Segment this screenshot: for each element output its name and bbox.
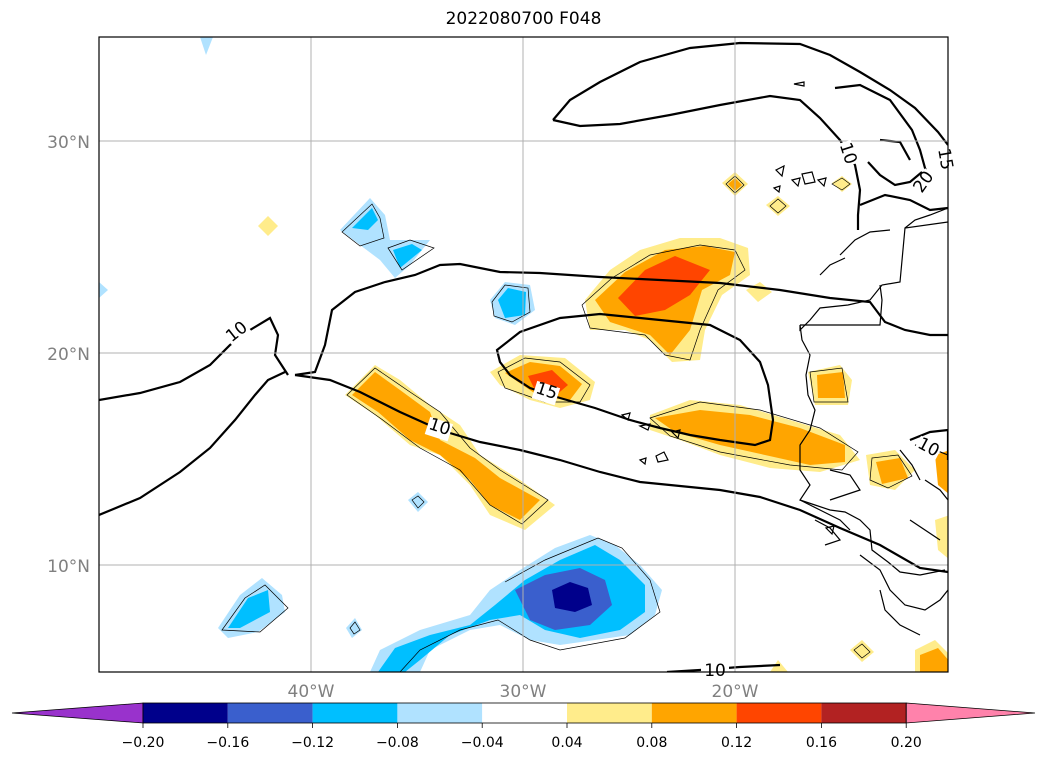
- colorbar-swatch: [312, 703, 398, 723]
- lat-label-30n: 30°N: [47, 133, 90, 153]
- colorbar-extend-min: [11, 702, 144, 724]
- colorbar-swatch: [482, 703, 567, 723]
- colorbar-tick-label: −0.20: [122, 735, 165, 751]
- graticule: [99, 37, 948, 672]
- warm-field: [876, 458, 908, 484]
- colorbar-frame: [142, 702, 907, 724]
- cool-field: [200, 37, 213, 55]
- contour-label: 10: [704, 661, 726, 681]
- contour-label-group: 10 15 10 20 10 10 10 15: [222, 139, 957, 681]
- colorbar-swatch: [397, 703, 483, 723]
- lat-label-20n: 20°N: [47, 345, 90, 365]
- warm-field: [352, 372, 540, 520]
- colorbar-swatch: [143, 703, 228, 723]
- cool-field: [346, 618, 362, 638]
- warm-field: [618, 256, 710, 316]
- warm-field: [920, 648, 948, 672]
- colorbar-extend-max: [905, 702, 1036, 724]
- colorbar: −0.20 −0.16 −0.12 −0.08 −0.04 0.04 0.08 0.12 0.1…: [11, 702, 1036, 751]
- cool-field: [228, 590, 270, 628]
- warm-field: [817, 372, 845, 398]
- lon-label-40w: 40°W: [288, 682, 335, 702]
- cool-field: [498, 288, 526, 318]
- lon-label-20w: 20°W: [712, 682, 759, 702]
- cool-field: [408, 492, 428, 512]
- colorbar-swatch: [821, 703, 907, 723]
- latitude-labels: 30°N 20°N 10°N: [47, 133, 90, 577]
- colorbar-swatch: [736, 703, 822, 723]
- cool-field: [393, 244, 422, 268]
- cool-field: [552, 582, 592, 612]
- colorbar-tick-label: 0.12: [721, 735, 752, 751]
- colorbar-tick-label: −0.12: [291, 735, 334, 751]
- contour-label: 15: [933, 147, 956, 172]
- warm-field: [935, 515, 948, 559]
- warm-field: [850, 640, 874, 662]
- warm-field: [832, 176, 852, 192]
- colorbar-tick-label: 0.20: [891, 735, 922, 751]
- colorbar-tick-label: 0.16: [806, 735, 837, 751]
- lon-label-30w: 30°W: [500, 682, 547, 702]
- cool-field: [352, 208, 378, 230]
- colorbar-swatch: [227, 703, 313, 723]
- map-title: 2022080700 F048: [445, 9, 602, 29]
- colorbar-swatch: [651, 703, 737, 723]
- warm-field: [935, 450, 948, 494]
- coastlines: [620, 81, 948, 636]
- colorbar-tick-label: −0.08: [376, 735, 419, 751]
- lat-label-10n: 10°N: [47, 557, 90, 577]
- colorbar-tick-label: −0.04: [461, 735, 504, 751]
- warm-field: [258, 216, 278, 236]
- cool-field: [99, 282, 108, 298]
- map-frame: [98, 36, 949, 673]
- field-outlines: [221, 175, 913, 672]
- colorbar-tick-label: 0.08: [636, 735, 667, 751]
- colorbar-swatch: [567, 703, 652, 723]
- warm-field: [766, 196, 790, 216]
- colorbar-tick-label: −0.16: [206, 735, 249, 751]
- warm-field: [655, 410, 845, 465]
- longitude-labels: 40°W 30°W 20°W: [288, 682, 759, 702]
- colorbar-tick-label: 0.04: [551, 735, 582, 751]
